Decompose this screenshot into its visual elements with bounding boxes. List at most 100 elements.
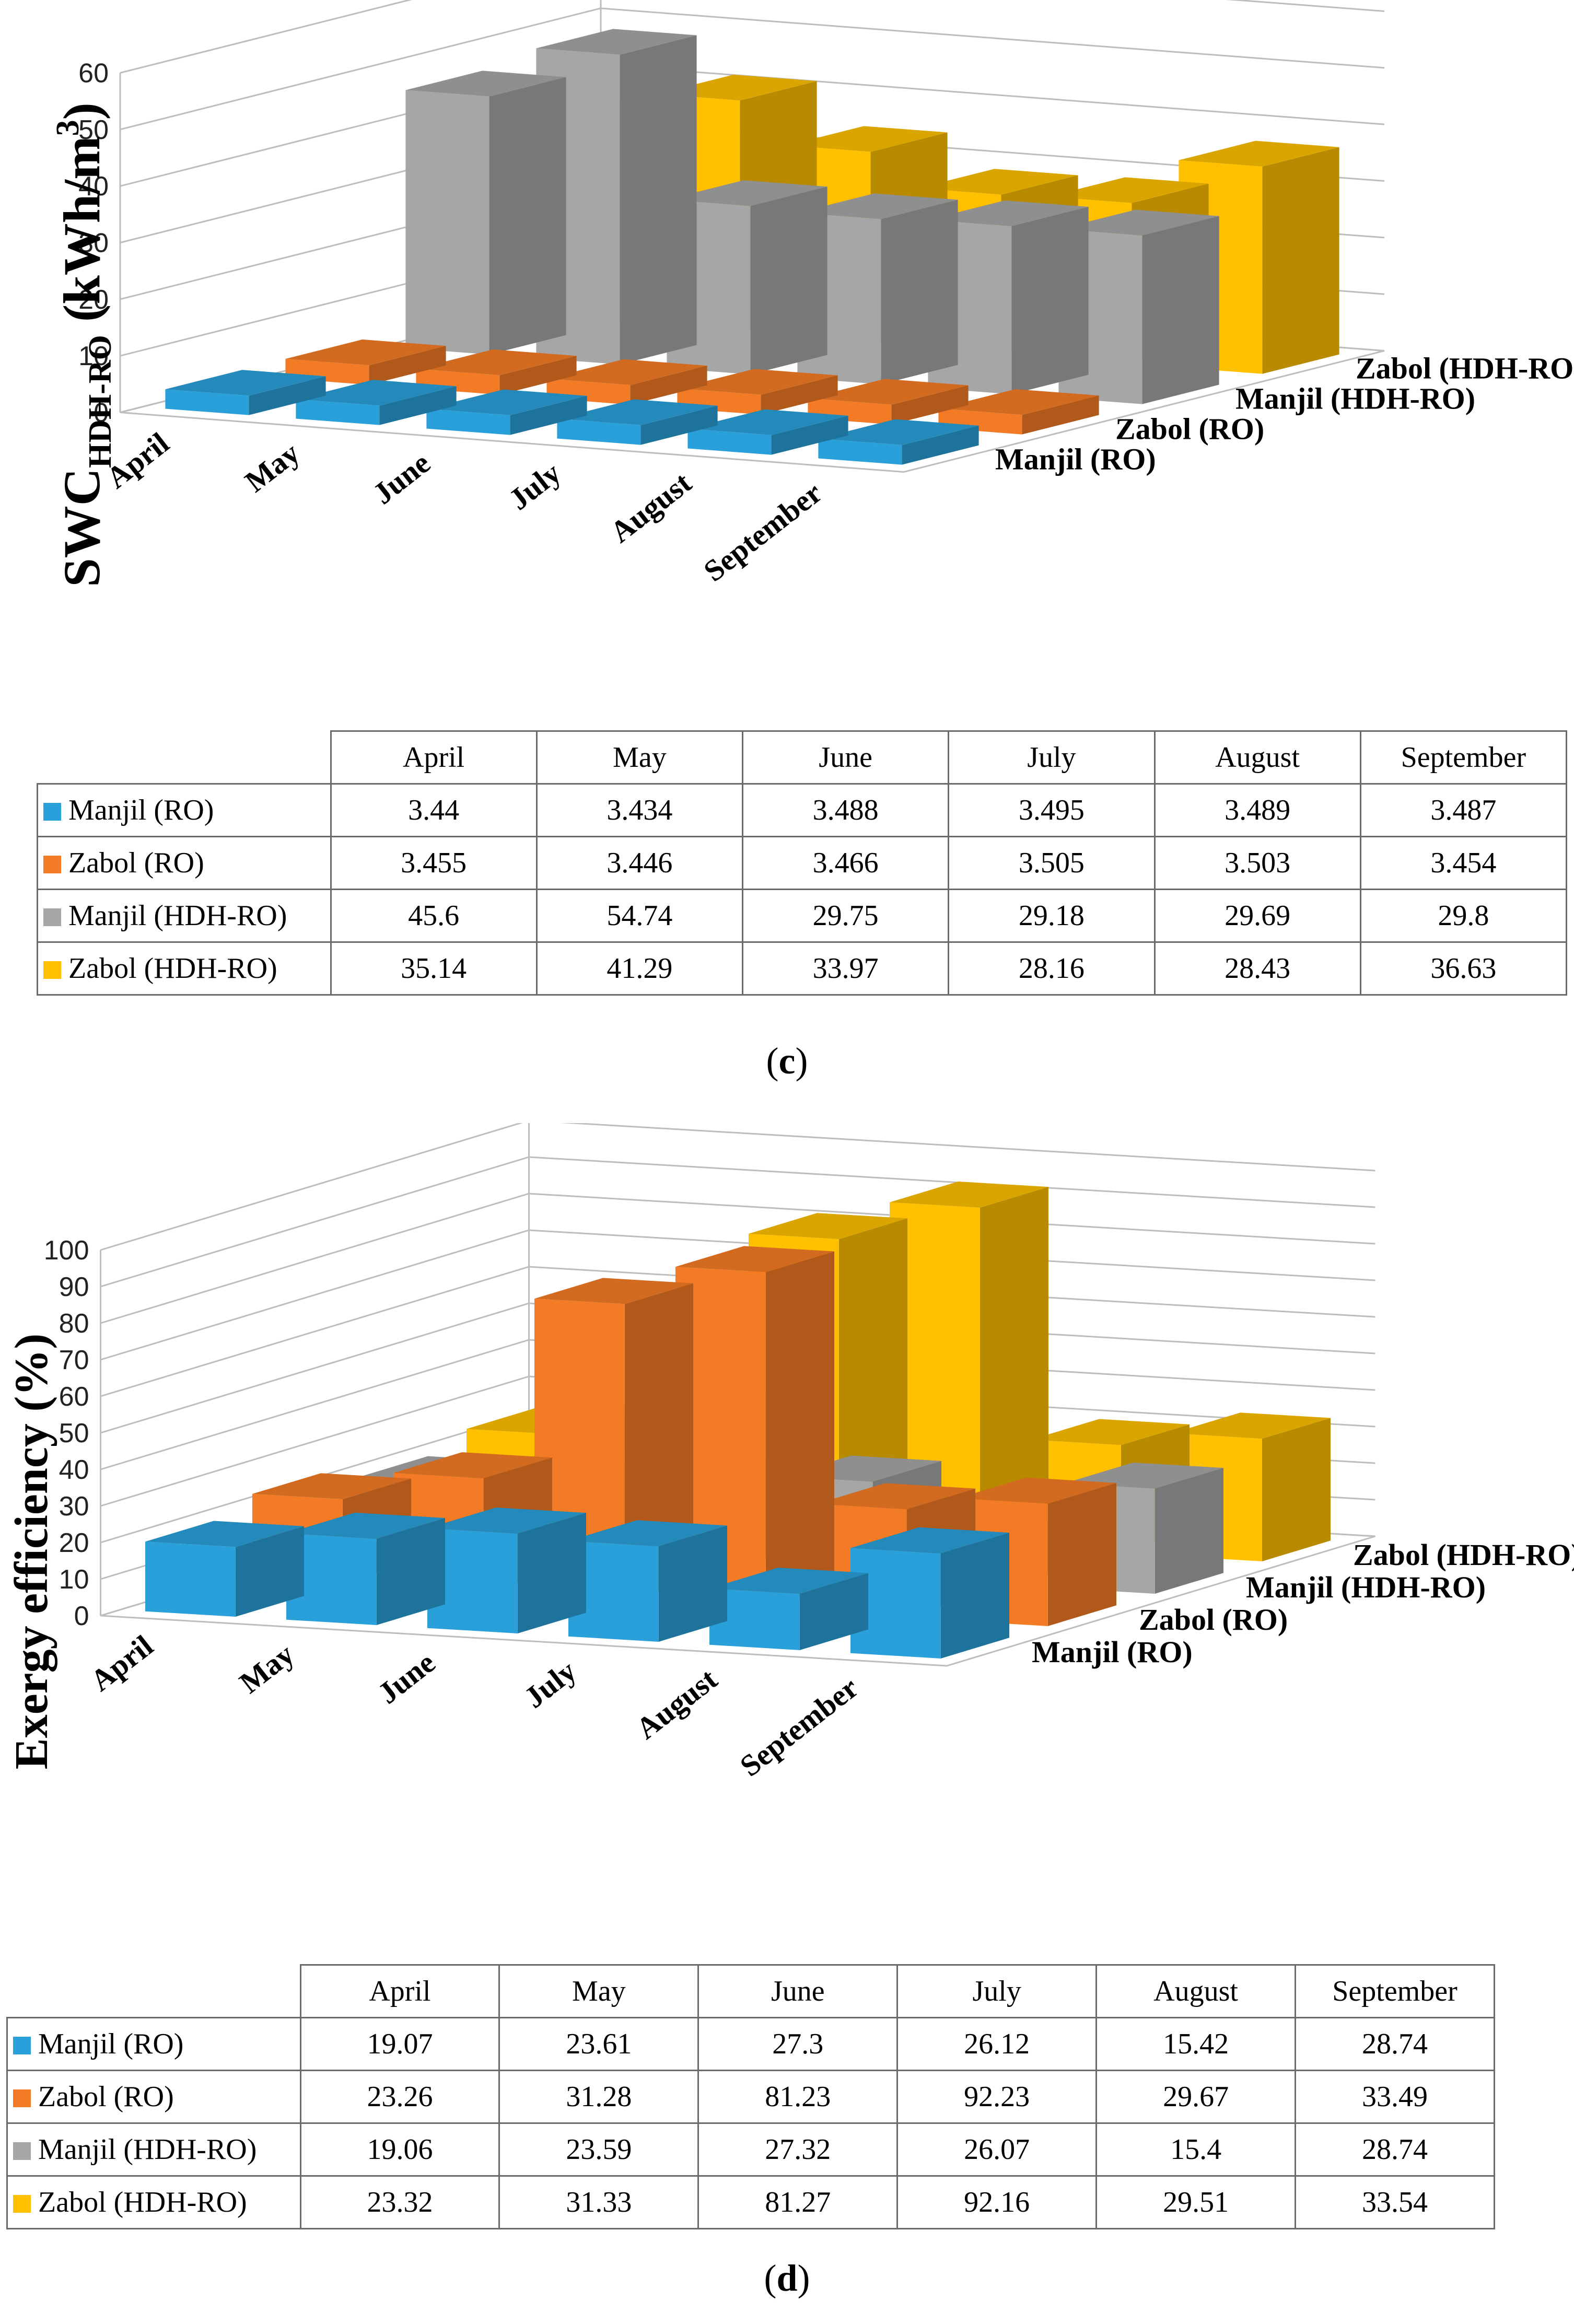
bar-zabol-ro-april — [285, 339, 446, 385]
bar-top — [416, 349, 577, 376]
table-column-header: April — [330, 730, 538, 785]
table-cell: 3.446 — [535, 836, 744, 890]
table-cell: 15.42 — [1095, 2017, 1297, 2071]
table-column-header: September — [1359, 730, 1568, 785]
bar-front — [296, 399, 380, 425]
bar-top — [1172, 1412, 1331, 1439]
bar-front — [405, 90, 489, 355]
table-cell: 3.466 — [741, 836, 950, 890]
chart-d-svg: 0 10 20 30 40 50 60 70 80 90 100 April May June July Au… — [6, 1123, 1574, 1783]
table-column-header: April — [299, 1964, 500, 2018]
table-cell: 28.16 — [948, 941, 1156, 996]
bar-side — [1011, 206, 1089, 394]
bar-side — [249, 376, 326, 415]
bar-top — [677, 369, 838, 395]
table-cell: 23.61 — [498, 2017, 699, 2071]
y-tick-label: 100 — [44, 1235, 89, 1266]
table-row: Zabol (HDH-RO) 35.14 41.29 33.97 28.16 28.43 3… — [37, 941, 1568, 996]
legend-label: Manjil (RO) — [38, 2028, 184, 2060]
table-cell: 3.454 — [1359, 836, 1568, 890]
bar-side — [891, 385, 969, 425]
table-row: Manjil (HDH-RO) 19.06 23.59 27.32 26.07 15.4 2… — [6, 2122, 1495, 2177]
bar-top — [958, 1477, 1116, 1504]
bar-manjil-ro-september — [818, 419, 979, 465]
table-column-header: June — [741, 730, 950, 785]
bar-side — [980, 1187, 1048, 1545]
bar-manjil-hdh-ro-april — [405, 71, 566, 355]
bar-top — [667, 180, 827, 206]
table-series-name: Manjil (RO) — [6, 2017, 301, 2071]
bar-manjil-ro-july — [568, 1520, 727, 1642]
bar-manjil-ro-may — [286, 1512, 445, 1625]
bar-side — [658, 1525, 727, 1642]
table-cell: 81.23 — [697, 2070, 899, 2124]
y-tick-label: 50 — [59, 1418, 89, 1449]
legend-label: Manjil (HDH-RO) — [68, 900, 287, 932]
bar-front — [286, 1533, 377, 1625]
legend-label: Manjil (HDH-RO) — [38, 2133, 257, 2166]
bar-manjil-ro-august — [709, 1568, 868, 1650]
y-axis-title: Exergy efficiency (%) — [6, 1334, 57, 1770]
y-tick-label: 80 — [59, 1309, 89, 1339]
bar-top — [393, 1452, 552, 1478]
bar-side — [640, 405, 718, 445]
bar-front — [557, 418, 641, 445]
table-cell: 29.18 — [948, 889, 1156, 943]
bar-top — [938, 389, 1099, 415]
bar-side — [765, 1251, 834, 1609]
series-axis-label: Zabol (RO) — [1115, 412, 1264, 446]
series-axis-label: Manjil (HDH-RO) — [1235, 382, 1475, 416]
data-table-d: April May June July August September Manjil (R… — [6, 1964, 1495, 2229]
table-series-name: Manjil (RO) — [37, 783, 332, 837]
x-category-label: June — [371, 1645, 441, 1711]
bar-front — [568, 1540, 659, 1642]
y-tick-label: 40 — [78, 171, 109, 202]
bar-top — [817, 1483, 975, 1510]
table-cell: 33.54 — [1295, 2175, 1495, 2229]
data-table-c: April May June July August September Manjil (R… — [37, 730, 1568, 996]
legend-swatch — [13, 2142, 31, 2160]
table-cell: 33.49 — [1295, 2070, 1495, 2124]
table-column-header: July — [948, 730, 1156, 785]
x-category-label: April — [84, 1629, 159, 1698]
y-tick-label: 20 — [59, 1528, 89, 1558]
bar-side — [517, 1513, 586, 1633]
bar-top — [749, 1213, 907, 1240]
bars — [145, 1181, 1331, 1659]
table-cell: 19.06 — [299, 2122, 500, 2177]
table-column-header: September — [1295, 1964, 1495, 2018]
bar-manjil-ro-april — [165, 370, 326, 415]
bar-top — [534, 1278, 693, 1304]
table-cell: 92.16 — [896, 2175, 1098, 2229]
legend-label: Zabol (HDH-RO) — [38, 2186, 247, 2218]
table-cell: 33.97 — [741, 941, 950, 996]
bar-top — [252, 1473, 411, 1500]
table-cell: 31.33 — [498, 2175, 699, 2229]
bar-front — [709, 1588, 800, 1650]
table-row: Manjil (HDH-RO) 45.6 54.74 29.75 29.18 29.69 2… — [37, 889, 1568, 943]
table-cell: 29.69 — [1153, 889, 1361, 943]
bar-front — [145, 1541, 236, 1617]
bar-front — [850, 1548, 941, 1659]
legend-swatch — [43, 803, 61, 821]
y-tick-label: 10 — [78, 341, 109, 371]
table-cell: 35.14 — [330, 941, 538, 996]
table-cell: 81.27 — [697, 2175, 899, 2229]
table-column-header: August — [1095, 1964, 1297, 2018]
table-cell: 3.434 — [535, 783, 744, 837]
bar-manjil-ro-april — [145, 1521, 304, 1617]
bar-top — [165, 370, 326, 396]
bar-side — [771, 415, 848, 455]
bar-top — [1048, 177, 1209, 203]
bar-side — [750, 186, 827, 375]
series-axis-label: Zabol (HDH-RO) — [1353, 1538, 1574, 1572]
x-category-label: September — [697, 475, 829, 588]
table-row: Manjil (RO) 19.07 23.61 27.3 26.12 15.42 28.74 — [6, 2017, 1495, 2071]
bar-side — [510, 395, 587, 435]
bar-top — [890, 1181, 1048, 1208]
series-axis-label: Manjil (HDH-RO) — [1246, 1570, 1486, 1604]
bar-side — [369, 346, 446, 385]
gridline — [100, 1123, 1375, 1251]
bar-top — [797, 193, 958, 219]
